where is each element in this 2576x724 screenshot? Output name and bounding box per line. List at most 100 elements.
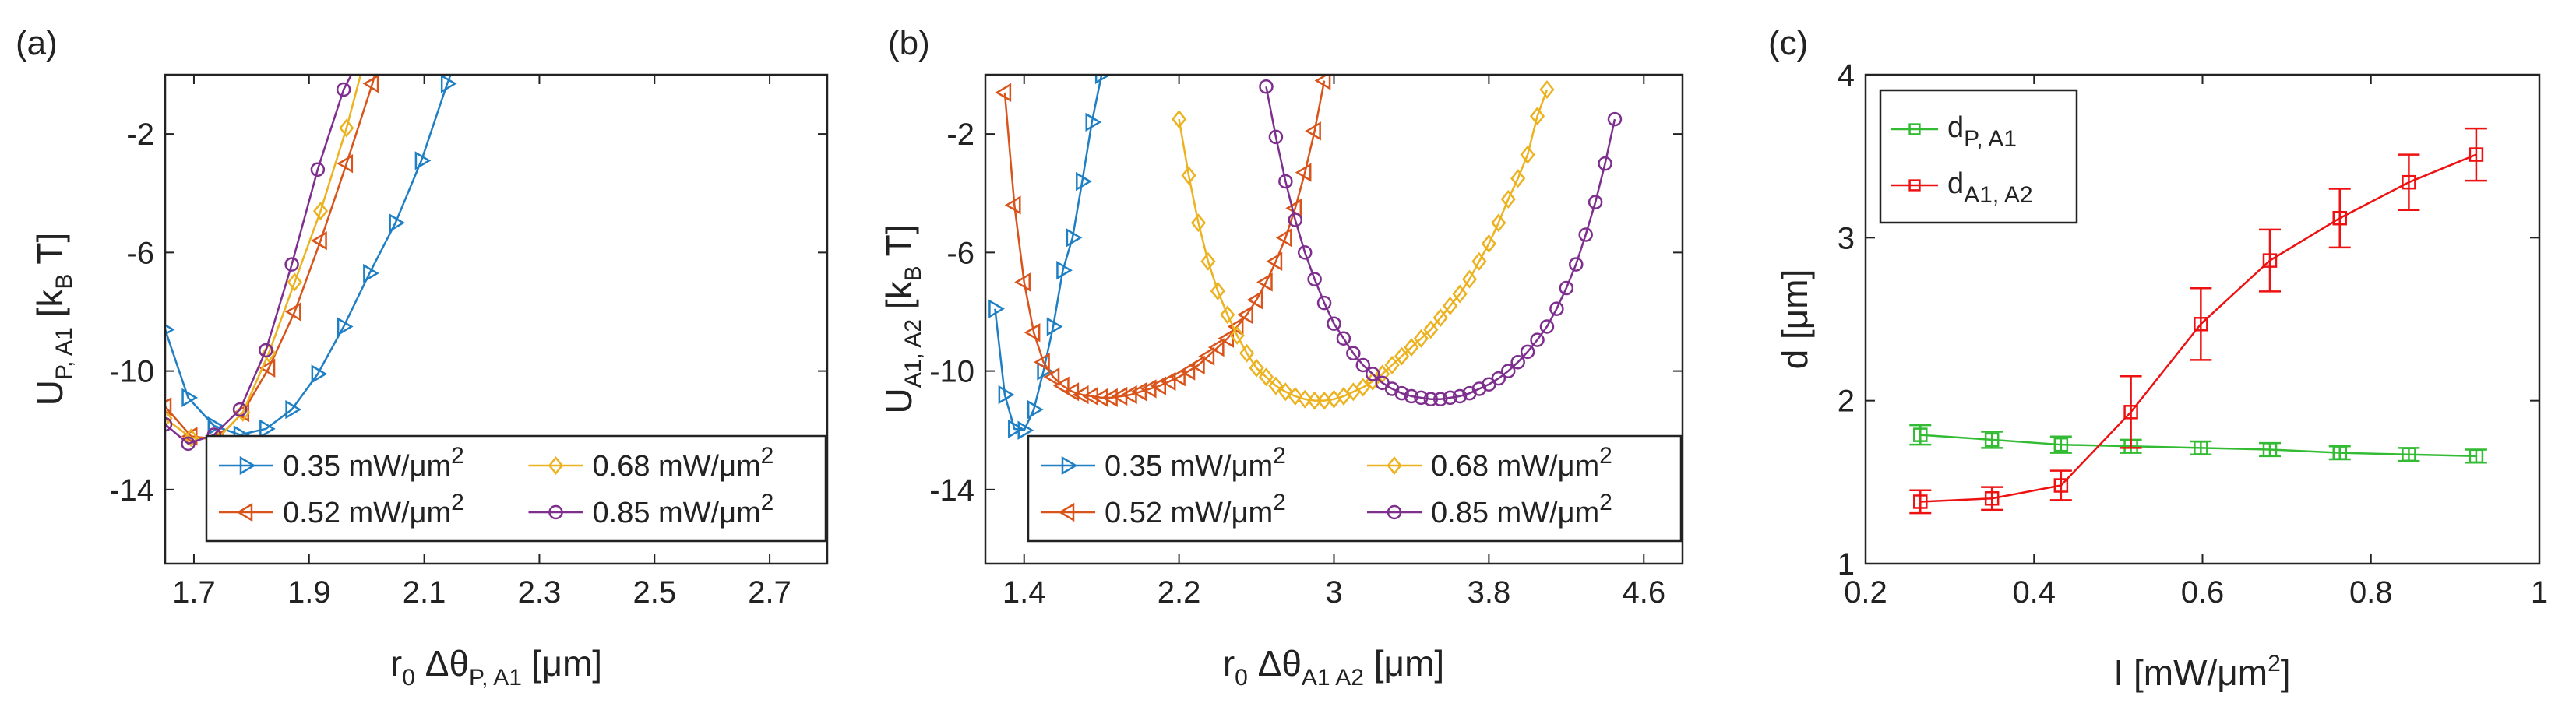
- x-tick-label: 0.6: [2181, 575, 2225, 610]
- data-point: [1549, 301, 1564, 316]
- legend-marker: [1061, 455, 1078, 476]
- legend-entry: 0.85 mW/μm2: [1367, 490, 1612, 529]
- data-point: [998, 385, 1015, 405]
- chart-a-series: [165, 39, 457, 452]
- legend-entry: dP, A1: [1891, 111, 2017, 152]
- data-point: [1336, 331, 1351, 346]
- legend-marker: [236, 502, 253, 522]
- data-point: [284, 302, 301, 322]
- legend-marker: [1387, 455, 1402, 476]
- data-point: [1314, 75, 1331, 90]
- data-point: [181, 388, 199, 408]
- y-tick-label: -10: [109, 355, 154, 389]
- data-point: [1004, 195, 1021, 215]
- data-point: [1249, 358, 1264, 378]
- data-point: [183, 428, 199, 448]
- data-point: [165, 409, 173, 428]
- data-point: [1258, 367, 1274, 387]
- chart-a-ticks: [165, 75, 827, 564]
- data-point: [1017, 420, 1034, 440]
- data-point: [362, 75, 379, 93]
- data-point: [2332, 445, 2347, 460]
- data-point: [1305, 121, 1321, 141]
- y-tick-label: -2: [946, 118, 974, 152]
- data-point: [1220, 305, 1235, 325]
- y-tick-label: -6: [946, 236, 974, 270]
- data-point: [1169, 367, 1186, 387]
- data-point: [1365, 367, 1380, 381]
- data-point: [1277, 382, 1293, 402]
- data-point: [165, 397, 172, 416]
- chart-a: 1.7 1.9 2.1 2.3 2.5 2.7 -2 -6 -10 -14 r0 ΔθP, A1 …: [30, 39, 829, 691]
- series-line: [1178, 89, 1549, 402]
- data-point: [1034, 353, 1050, 372]
- chart-b-xlabel: r0 ΔθA1 A2 [μm]: [1223, 643, 1444, 691]
- data-point: [1316, 295, 1332, 311]
- series-line: [1003, 80, 1326, 399]
- data-point: [1452, 388, 1468, 404]
- x-tick-label: 2.5: [633, 575, 676, 610]
- x-tick-label: 2.3: [518, 575, 562, 610]
- series-0: [165, 75, 457, 445]
- data-point: [165, 416, 173, 432]
- series-line: [994, 75, 1103, 432]
- data-point: [1491, 213, 1506, 233]
- data-point: [2053, 437, 2069, 452]
- chart-c: 0.2 0.4 0.6 0.8 1 1 2 3 4 I [mW/μm2] d [μm] dP, …: [1774, 58, 2548, 693]
- panel-label-a: (a): [16, 24, 58, 62]
- data-point: [1501, 364, 1516, 378]
- data-point: [995, 83, 1012, 103]
- data-point: [1443, 390, 1457, 406]
- legend-marker: [239, 455, 256, 476]
- data-point: [284, 257, 299, 272]
- data-point: [1210, 281, 1225, 300]
- data-point: [311, 364, 328, 384]
- data-point: [2053, 478, 2069, 493]
- data-point: [1024, 322, 1041, 343]
- legend-label: 0.68 mW/μm2: [1431, 443, 1612, 483]
- data-point: [1076, 171, 1092, 192]
- data-point: [1520, 145, 1535, 164]
- data-point: [1569, 257, 1584, 272]
- data-point: [1471, 251, 1487, 271]
- data-point: [259, 358, 276, 378]
- data-point: [2194, 441, 2208, 455]
- data-point: [1520, 344, 1535, 360]
- legend-box: [205, 434, 827, 543]
- data-point: [1491, 371, 1506, 386]
- data-point: [207, 416, 224, 436]
- series-line: [165, 75, 353, 445]
- legend-entry: dA1, A2: [1891, 167, 2033, 208]
- data-point: [361, 39, 373, 51]
- series-3: [1259, 79, 1623, 407]
- data-point: [1355, 378, 1371, 397]
- data-point: [287, 272, 302, 292]
- data-point: [1913, 427, 1928, 442]
- data-point: [337, 317, 354, 336]
- legend-entry: 0.35 mW/μm2: [1041, 443, 1286, 483]
- series-1: [995, 75, 1331, 408]
- data-point: [1288, 386, 1303, 406]
- x-tick-label: 0.2: [1844, 575, 1887, 610]
- data-point: [1394, 346, 1410, 366]
- legend-label: dP, A1: [1947, 111, 2017, 152]
- data-point: [1481, 234, 1496, 253]
- series-line: [165, 75, 362, 441]
- legend-label: 0.52 mW/μm2: [283, 490, 464, 529]
- series-line: [1265, 86, 1616, 401]
- y-tick-label: 3: [1838, 221, 1855, 255]
- data-point: [2469, 147, 2484, 162]
- series-0: [988, 75, 1112, 440]
- data-point: [1190, 213, 1207, 233]
- data-point: [1984, 491, 2000, 506]
- y-tick-label: -14: [929, 473, 974, 508]
- legend-entry: 0.52 mW/μm2: [1041, 490, 1286, 529]
- series-1: [1909, 127, 2487, 515]
- data-point: [2402, 447, 2416, 462]
- legend-marker: [1058, 502, 1075, 522]
- data-point: [1530, 332, 1545, 347]
- data-point: [1052, 376, 1070, 395]
- legend-marker: [1908, 179, 1921, 192]
- data-point: [1172, 110, 1187, 129]
